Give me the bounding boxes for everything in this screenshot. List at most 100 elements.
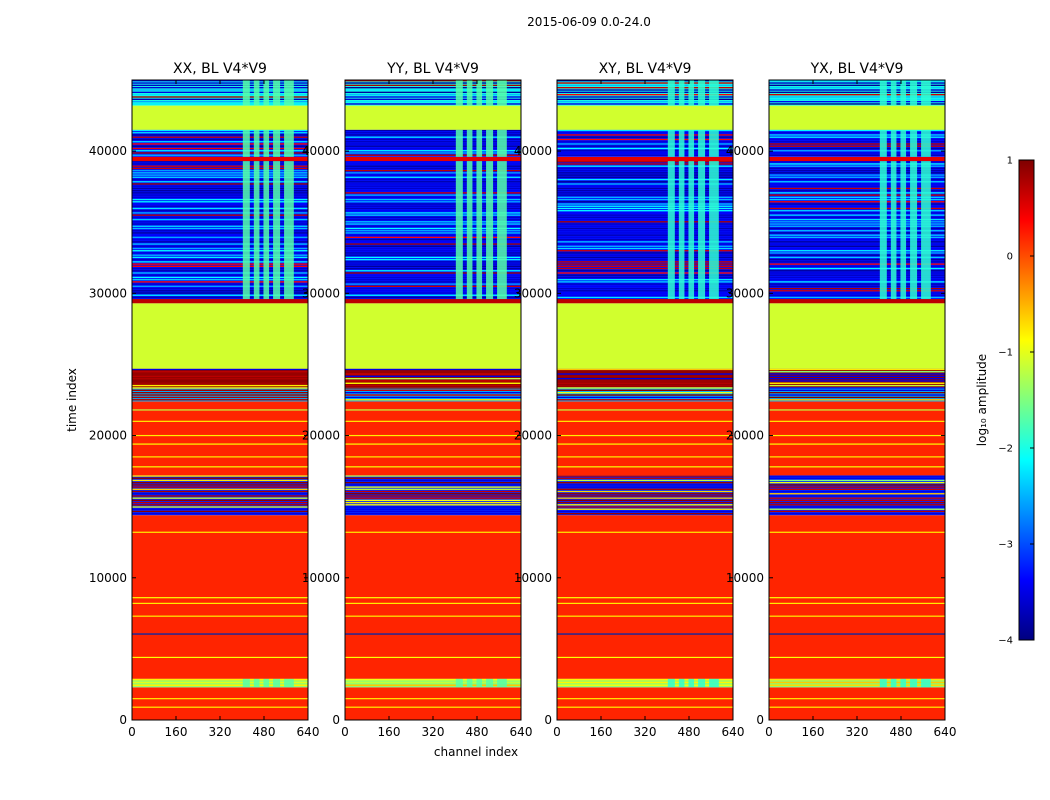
heatmap-band xyxy=(769,401,945,476)
heatmap-row xyxy=(557,187,733,190)
heatmap-row xyxy=(345,234,521,236)
heatmap-line xyxy=(557,698,733,700)
heatmap-row xyxy=(769,216,945,219)
heatmap-row xyxy=(132,499,308,502)
heatmap-row xyxy=(132,84,308,87)
heatmap-row xyxy=(345,91,521,94)
heatmap-row xyxy=(132,93,308,96)
heatmap-panel: YX, BL V4*V9 0 160 320 480 640 0 10000 20000 3000… xyxy=(726,61,957,739)
heatmap-row xyxy=(769,477,945,479)
heatmap-row xyxy=(132,154,308,156)
heatmap-row xyxy=(769,145,945,147)
heatmap-row xyxy=(132,223,308,225)
x-tick-label: 320 xyxy=(846,725,869,739)
heatmap-row xyxy=(557,192,733,194)
heatmap-band xyxy=(345,633,521,635)
rfi-streak xyxy=(678,129,685,157)
heatmap-row xyxy=(769,512,945,515)
heatmap-band xyxy=(345,299,521,304)
heatmap-row xyxy=(769,250,945,252)
heatmap-band xyxy=(345,634,521,679)
heatmap-row xyxy=(345,129,521,132)
x-tick-label: 480 xyxy=(678,725,701,739)
heatmap-line xyxy=(769,456,945,458)
heatmap-row xyxy=(557,216,733,219)
heatmap-row xyxy=(132,167,308,170)
heatmap-row xyxy=(132,276,308,279)
heatmap-row xyxy=(769,267,945,270)
heatmap-line xyxy=(345,531,521,533)
heatmap-row xyxy=(345,134,521,136)
heatmap-row xyxy=(769,241,945,243)
heatmap-row xyxy=(132,96,308,98)
heatmap-row xyxy=(769,183,945,185)
heatmap-row xyxy=(345,210,521,212)
heatmap-row xyxy=(769,258,945,261)
heatmap-row xyxy=(345,501,521,504)
heatmap-line xyxy=(132,420,308,422)
heatmap-row xyxy=(769,232,945,234)
heatmap-row xyxy=(345,165,521,167)
heatmap-row xyxy=(345,198,521,201)
heatmap-row xyxy=(557,167,733,170)
heatmap-row xyxy=(769,479,945,482)
heatmap-row xyxy=(132,488,308,490)
heatmap-row xyxy=(769,93,945,96)
heatmap-row xyxy=(132,147,308,150)
rfi-streak xyxy=(284,80,294,106)
heatmap-row xyxy=(132,89,308,91)
heatmap-row xyxy=(132,265,308,267)
heatmap-row xyxy=(132,292,308,294)
colorbar: 1 0 −1 −2 −3 −4 log₁₀ amplitude xyxy=(975,156,1035,647)
heatmap-line xyxy=(557,615,733,617)
rfi-streak xyxy=(709,129,719,157)
heatmap-row xyxy=(345,387,521,389)
heatmap-row xyxy=(132,250,308,252)
heatmap-row xyxy=(769,278,945,281)
heatmap-row xyxy=(345,261,521,263)
heatmap-row xyxy=(132,278,308,281)
heatmap-row xyxy=(132,267,308,270)
colorbar-label: log₁₀ amplitude xyxy=(975,354,989,446)
heatmap-line xyxy=(132,656,308,659)
heatmap-row xyxy=(557,254,733,256)
heatmap-row xyxy=(345,214,521,216)
heatmap-row xyxy=(132,150,308,152)
heatmap-row xyxy=(132,252,308,254)
heatmap-line xyxy=(557,597,733,599)
heatmap-row xyxy=(557,198,733,201)
rfi-streak xyxy=(476,80,483,106)
panel-title: YY, BL V4*V9 xyxy=(386,61,479,77)
rfi-streak xyxy=(667,161,675,300)
heatmap-row xyxy=(557,504,733,506)
heatmap-row xyxy=(557,294,733,296)
heatmap-band xyxy=(132,401,308,476)
heatmap-row xyxy=(132,141,308,143)
heatmap-row xyxy=(345,272,521,274)
heatmap-row xyxy=(769,373,945,375)
rfi-streak xyxy=(253,678,260,688)
heatmap-panel: XY, BL V4*V9 0 160 320 480 640 0 10000 20000 3000… xyxy=(514,61,745,739)
panel-title: YX, BL V4*V9 xyxy=(810,61,904,77)
heatmap-row xyxy=(769,165,945,167)
heatmap-row xyxy=(345,172,521,174)
heatmap-row xyxy=(557,221,733,223)
heatmap-row xyxy=(345,495,521,497)
y-tick-label: 30000 xyxy=(726,286,764,300)
heatmap-row xyxy=(557,490,733,493)
heatmap-row xyxy=(557,258,733,261)
heatmap-row xyxy=(769,504,945,506)
rfi-streak xyxy=(273,678,281,688)
heatmap-row xyxy=(769,103,945,105)
heatmap-row xyxy=(345,382,521,384)
heatmap-line xyxy=(132,597,308,599)
heatmap-row xyxy=(132,207,308,210)
colorbar-tick-label: 1 xyxy=(1007,156,1013,167)
rfi-streak xyxy=(688,129,695,157)
rfi-streak xyxy=(476,129,483,157)
heatmap-line xyxy=(769,597,945,599)
heatmap-row xyxy=(769,508,945,510)
heatmap-row xyxy=(132,245,308,247)
heatmap-row xyxy=(132,399,308,401)
x-tick-label: 640 xyxy=(722,725,745,739)
